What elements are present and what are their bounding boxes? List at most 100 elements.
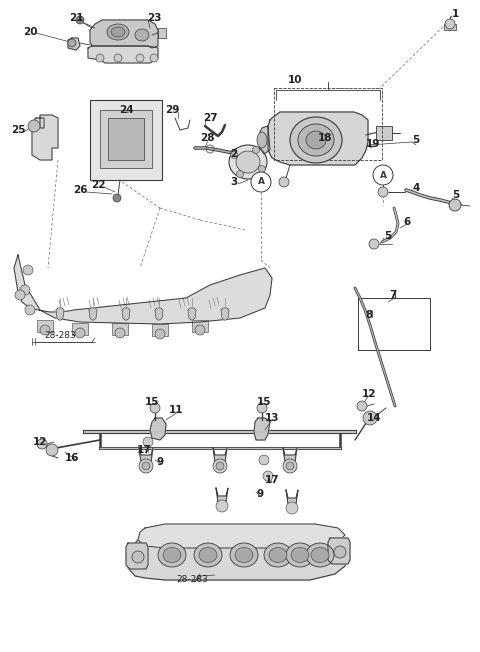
Ellipse shape — [236, 151, 260, 173]
Text: A: A — [380, 171, 386, 179]
Ellipse shape — [194, 543, 222, 567]
Text: 5: 5 — [452, 190, 460, 200]
Bar — [108, 118, 144, 160]
Circle shape — [252, 147, 260, 153]
Polygon shape — [88, 46, 158, 63]
Text: 5: 5 — [412, 135, 420, 145]
Circle shape — [46, 444, 58, 456]
Polygon shape — [260, 126, 270, 154]
Circle shape — [445, 19, 455, 29]
Bar — [90, 100, 162, 180]
Text: 12: 12 — [33, 437, 47, 447]
Polygon shape — [216, 488, 228, 502]
Polygon shape — [56, 308, 64, 320]
Text: 28: 28 — [200, 133, 214, 143]
Text: 29: 29 — [165, 105, 179, 115]
Ellipse shape — [290, 117, 342, 163]
Circle shape — [115, 328, 125, 338]
Polygon shape — [122, 308, 130, 320]
Circle shape — [40, 325, 50, 335]
Text: 19: 19 — [366, 139, 380, 149]
Text: 1: 1 — [451, 9, 458, 19]
Circle shape — [334, 546, 346, 558]
Circle shape — [363, 411, 377, 425]
Bar — [158, 28, 166, 38]
Text: 12: 12 — [362, 389, 376, 399]
Text: 23: 23 — [147, 13, 161, 23]
Circle shape — [132, 551, 144, 563]
Text: 15: 15 — [145, 397, 159, 407]
Circle shape — [216, 500, 228, 512]
Polygon shape — [139, 448, 153, 462]
Circle shape — [142, 462, 150, 470]
Ellipse shape — [158, 543, 186, 567]
Text: 9: 9 — [256, 489, 264, 499]
Circle shape — [96, 54, 104, 62]
Circle shape — [75, 328, 85, 338]
Circle shape — [263, 471, 273, 481]
Ellipse shape — [111, 27, 125, 37]
Polygon shape — [268, 112, 368, 165]
Ellipse shape — [135, 29, 149, 41]
Circle shape — [449, 199, 461, 211]
Polygon shape — [155, 308, 163, 320]
Circle shape — [195, 325, 205, 335]
Text: 28-283: 28-283 — [176, 576, 208, 584]
Bar — [112, 323, 128, 335]
Polygon shape — [286, 490, 298, 504]
Bar — [444, 24, 456, 30]
Text: 2: 2 — [230, 149, 238, 159]
Bar — [192, 320, 208, 332]
Circle shape — [378, 187, 388, 197]
Bar — [100, 110, 152, 168]
Circle shape — [143, 437, 153, 447]
Circle shape — [369, 239, 379, 249]
Polygon shape — [14, 255, 272, 324]
Text: 11: 11 — [169, 405, 183, 415]
Circle shape — [279, 177, 289, 187]
Bar — [274, 88, 382, 160]
Circle shape — [20, 285, 30, 295]
Circle shape — [251, 172, 271, 192]
Text: 4: 4 — [412, 183, 420, 193]
Text: 17: 17 — [264, 475, 279, 485]
Circle shape — [155, 329, 165, 339]
Circle shape — [139, 459, 153, 473]
Text: 28-283: 28-283 — [44, 331, 76, 340]
Circle shape — [216, 462, 224, 470]
Ellipse shape — [269, 548, 287, 563]
Polygon shape — [90, 20, 158, 48]
Text: 7: 7 — [389, 290, 396, 300]
Text: 9: 9 — [156, 457, 164, 467]
Text: 26: 26 — [73, 185, 87, 195]
Text: A: A — [257, 177, 264, 186]
Polygon shape — [150, 418, 166, 440]
Text: 18: 18 — [318, 133, 332, 143]
Polygon shape — [283, 448, 297, 462]
Text: 22: 22 — [91, 180, 105, 190]
Text: 24: 24 — [119, 105, 133, 115]
Polygon shape — [138, 524, 345, 548]
Circle shape — [68, 39, 76, 47]
Circle shape — [373, 165, 393, 185]
Ellipse shape — [306, 543, 334, 567]
Circle shape — [286, 462, 294, 470]
Polygon shape — [188, 308, 196, 320]
Ellipse shape — [298, 124, 334, 156]
Circle shape — [357, 401, 367, 411]
Ellipse shape — [286, 543, 314, 567]
Circle shape — [150, 54, 158, 62]
Text: 25: 25 — [11, 125, 25, 135]
Circle shape — [231, 151, 238, 158]
Text: 13: 13 — [265, 413, 279, 423]
Ellipse shape — [163, 548, 181, 563]
Polygon shape — [221, 308, 229, 320]
Circle shape — [213, 459, 227, 473]
Bar — [376, 126, 392, 140]
Text: 15: 15 — [257, 397, 271, 407]
Circle shape — [113, 194, 121, 202]
Text: 10: 10 — [288, 75, 302, 85]
Text: 20: 20 — [23, 27, 37, 37]
Bar — [37, 320, 53, 332]
Ellipse shape — [264, 543, 292, 567]
